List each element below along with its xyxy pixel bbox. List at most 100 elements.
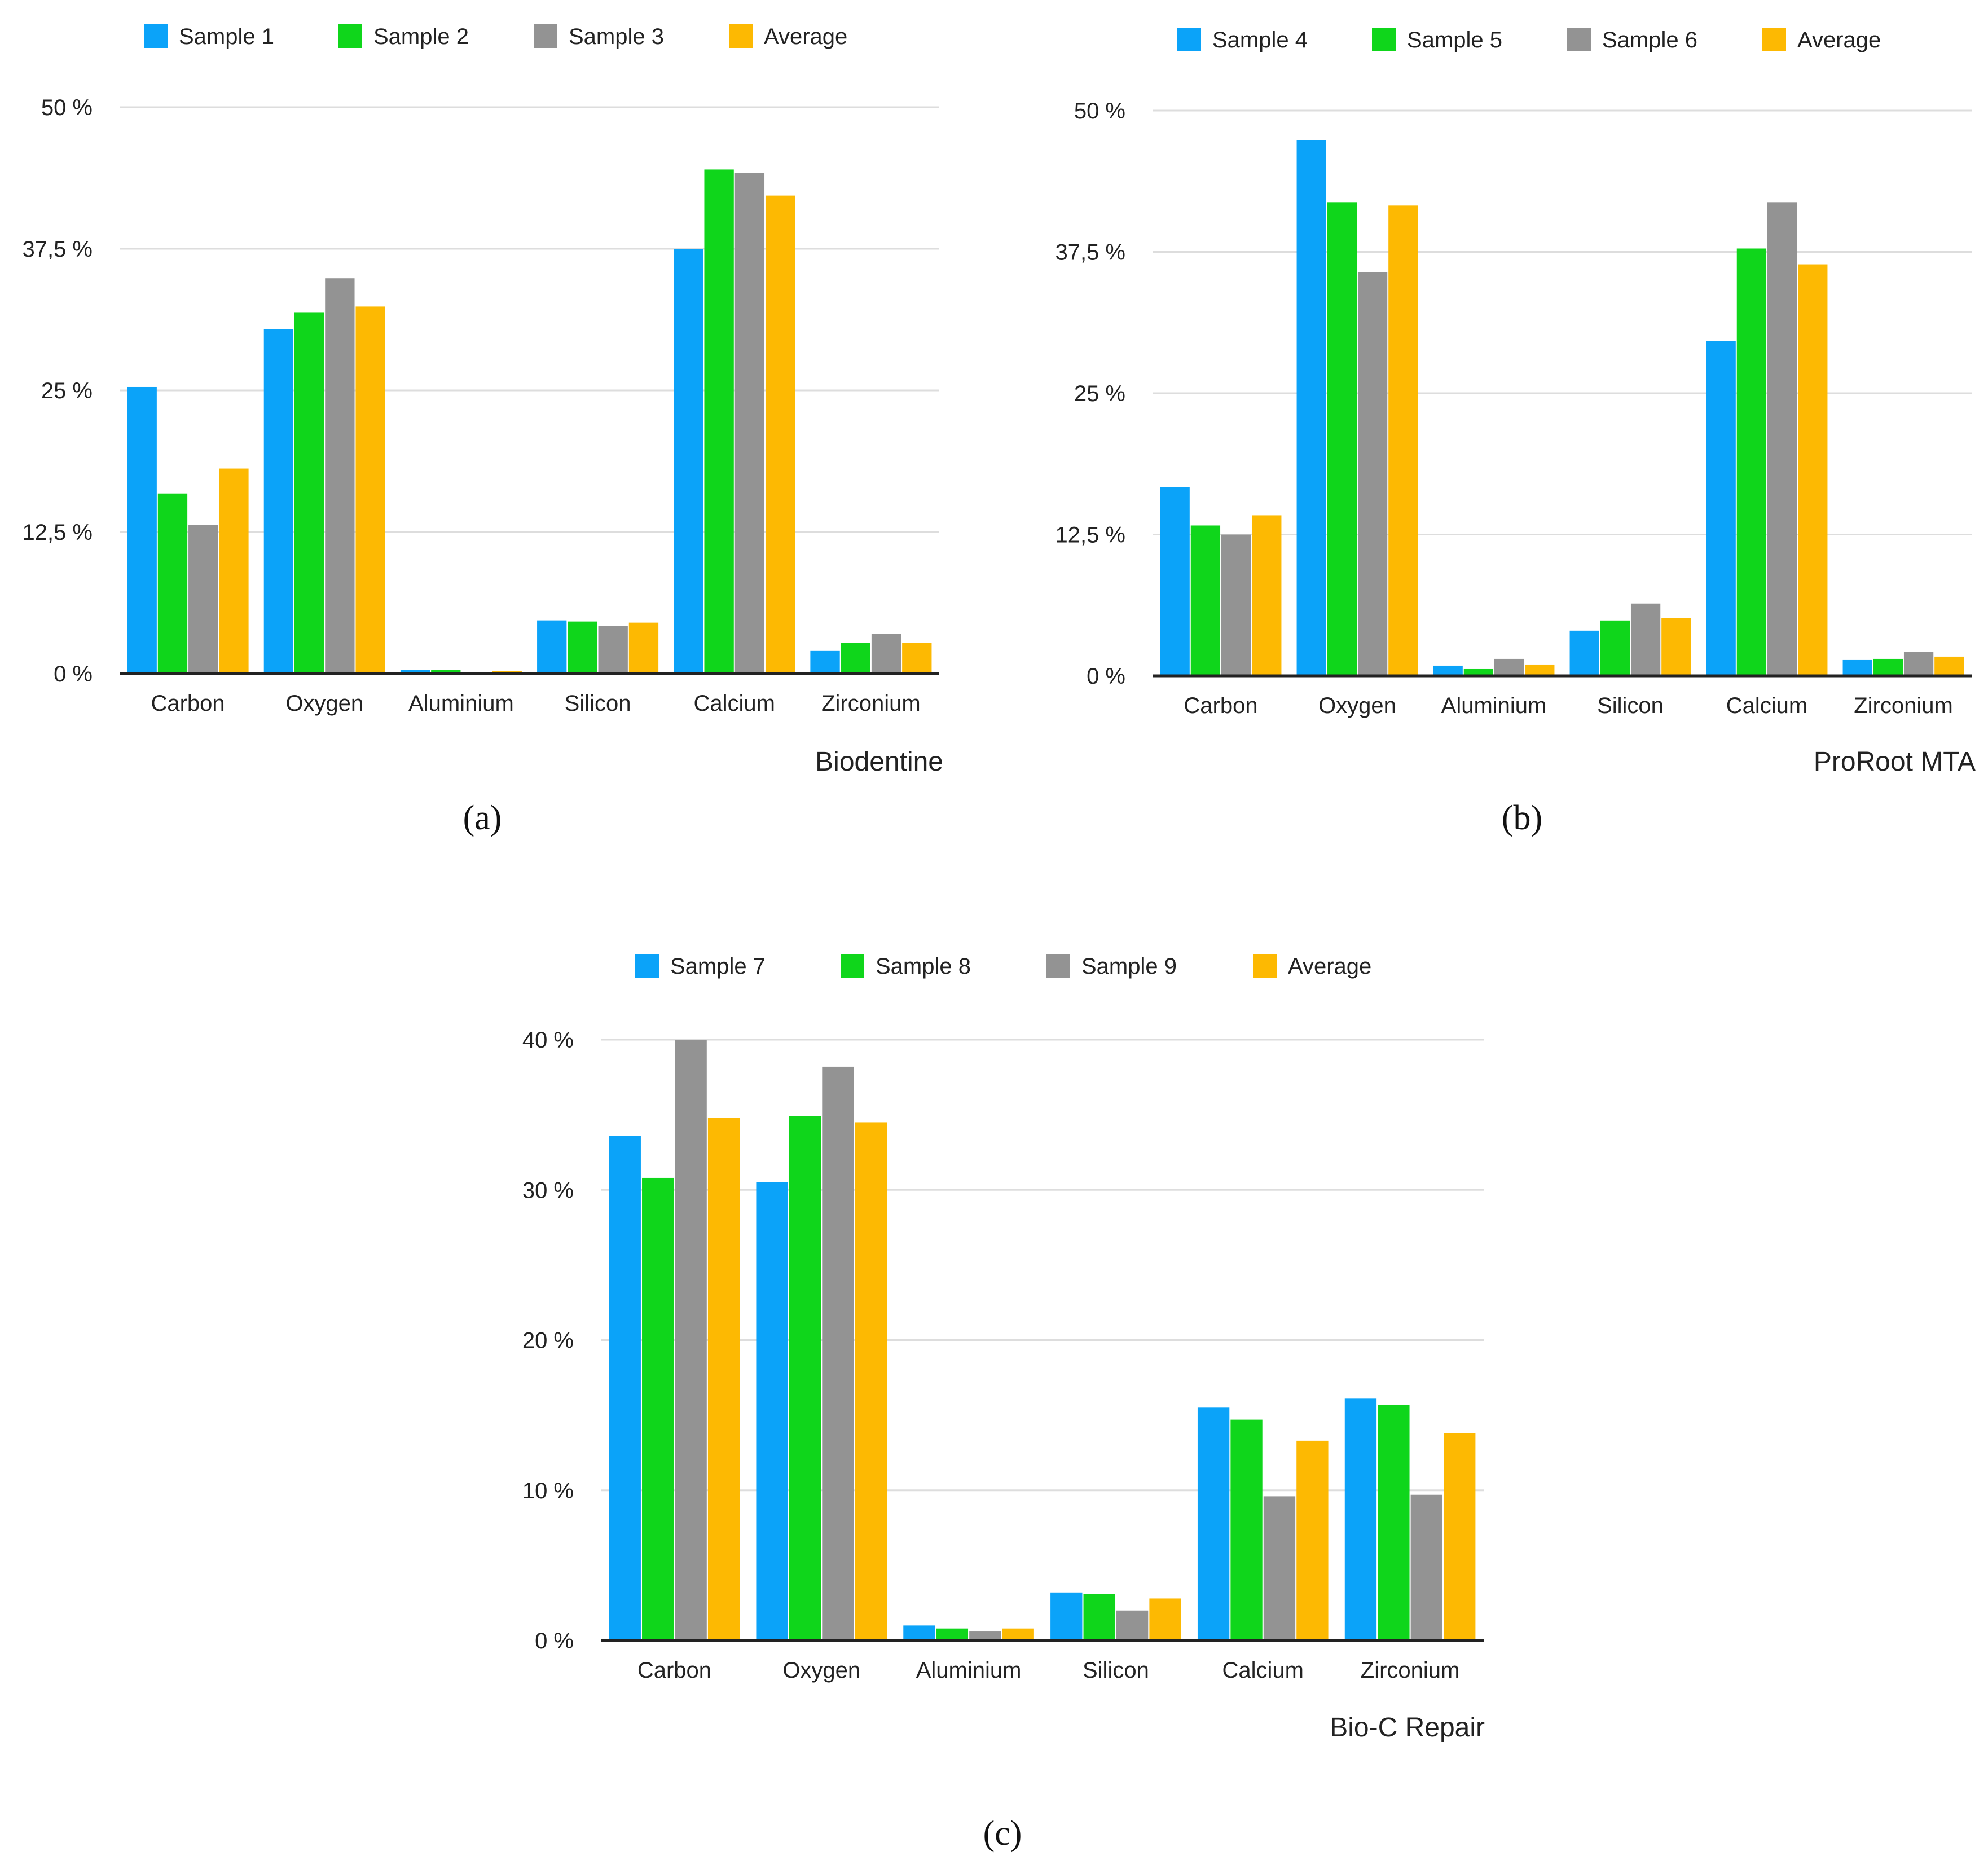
chart-title: ProRoot MTA — [1814, 747, 1976, 777]
legend-label: Sample 5 — [1407, 28, 1502, 52]
bar — [674, 249, 703, 674]
bar — [1873, 658, 1903, 676]
bar — [1002, 1628, 1034, 1640]
bar — [263, 329, 294, 674]
bar — [1230, 1419, 1263, 1640]
y-tick-label: 50 % — [1074, 99, 1125, 124]
panel-caption: (b) — [1502, 799, 1542, 837]
bar — [810, 650, 840, 674]
y-tick-label: 20 % — [522, 1329, 574, 1353]
x-category-label: Calcium — [1726, 693, 1807, 718]
bar — [325, 278, 355, 674]
legend-swatch — [1046, 954, 1070, 978]
chart-title: Bio-C Repair — [1330, 1713, 1485, 1743]
panel-caption: (a) — [463, 799, 502, 837]
bar — [1661, 618, 1691, 676]
bar — [707, 1118, 740, 1640]
bar — [609, 1136, 641, 1640]
bar — [704, 169, 734, 674]
legend-label: Sample 4 — [1212, 28, 1308, 52]
chart-panel-b: 0 % 12,5 % 25 % 37,5 % 50 % Carbon Oxygen Alumi… — [1055, 28, 1976, 837]
bar — [936, 1628, 969, 1640]
bar — [431, 670, 461, 674]
y-tick-label: 10 % — [522, 1479, 574, 1503]
x-category-label: Zirconium — [821, 691, 921, 716]
x-category-label: Zirconium — [1361, 1658, 1460, 1683]
bar — [822, 1066, 854, 1640]
x-category-label: Carbon — [637, 1658, 711, 1683]
bar — [1252, 515, 1282, 676]
bar — [1767, 202, 1797, 676]
bar — [756, 1182, 788, 1640]
bar — [789, 1116, 821, 1640]
x-category-label: Oxygen — [285, 691, 363, 716]
bar — [1463, 668, 1494, 676]
legend-swatch — [1253, 954, 1277, 978]
y-tick-label: 0 % — [535, 1629, 574, 1653]
y-tick-label: 37,5 % — [22, 237, 93, 262]
bar — [1494, 658, 1524, 676]
y-tick-label: 12,5 % — [1055, 523, 1125, 548]
bar — [1050, 1592, 1083, 1640]
bar — [1327, 202, 1357, 676]
legend-swatch — [1177, 28, 1201, 51]
bar — [1083, 1594, 1115, 1640]
bar — [1600, 620, 1630, 676]
legend-label: Sample 2 — [373, 24, 469, 49]
bar — [841, 643, 870, 674]
chart-panel-a: 0 % 12,5 % 25 % 37,5 % 50 % Carbon Oxygen Alumi… — [22, 24, 943, 837]
bar — [734, 173, 765, 674]
x-category-label: Aluminium — [408, 691, 514, 716]
legend-label: Average — [1797, 28, 1881, 52]
legend-label: Sample 9 — [1081, 954, 1177, 979]
bar — [188, 525, 218, 674]
bar — [1736, 248, 1767, 676]
bar — [1378, 1404, 1410, 1640]
x-category-label: Aluminium — [1441, 693, 1547, 718]
x-category-label: Zirconium — [1854, 693, 1953, 718]
y-tick-label: 0 % — [1087, 664, 1125, 689]
legend-swatch — [635, 954, 659, 978]
legend-swatch — [144, 24, 168, 48]
bar — [1569, 630, 1599, 676]
bar — [1263, 1496, 1296, 1640]
bar — [1149, 1598, 1181, 1640]
legend-label: Sample 7 — [670, 954, 766, 979]
legend-label: Average — [1288, 954, 1371, 979]
y-tick-label: 30 % — [522, 1178, 574, 1203]
bar — [1444, 1433, 1476, 1640]
bar — [537, 620, 567, 674]
bar — [1190, 525, 1221, 676]
bar — [1903, 652, 1934, 676]
x-category-label: Oxygen — [1318, 693, 1396, 718]
x-category-label: Calcium — [1222, 1658, 1304, 1683]
y-tick-label: 50 % — [41, 95, 93, 120]
bar — [628, 622, 659, 674]
bar — [598, 626, 628, 674]
x-category-label: Oxygen — [782, 1658, 860, 1683]
y-tick-label: 25 % — [41, 379, 93, 403]
bar — [1116, 1610, 1149, 1640]
bar — [1433, 665, 1463, 676]
bar — [1296, 1440, 1329, 1640]
bar — [1344, 1398, 1377, 1640]
y-tick-label: 37,5 % — [1055, 240, 1125, 265]
chart-panel-c: 0 % 10 % 20 % 30 % 40 % Carbon Oxygen Aluminium… — [522, 954, 1485, 1853]
bar — [219, 468, 249, 674]
legend-label: Sample 3 — [569, 24, 664, 49]
bar — [1842, 659, 1872, 676]
bar — [1296, 140, 1326, 676]
bar — [400, 670, 430, 674]
bar — [642, 1177, 674, 1640]
bar — [902, 643, 932, 674]
bar — [1388, 205, 1418, 676]
bar — [1197, 1407, 1230, 1640]
bar — [765, 195, 795, 674]
bar — [1410, 1494, 1442, 1640]
x-category-label: Silicon — [1597, 693, 1664, 718]
legend-swatch — [841, 954, 864, 978]
legend-label: Sample 6 — [1602, 28, 1697, 52]
bar — [969, 1631, 1001, 1640]
